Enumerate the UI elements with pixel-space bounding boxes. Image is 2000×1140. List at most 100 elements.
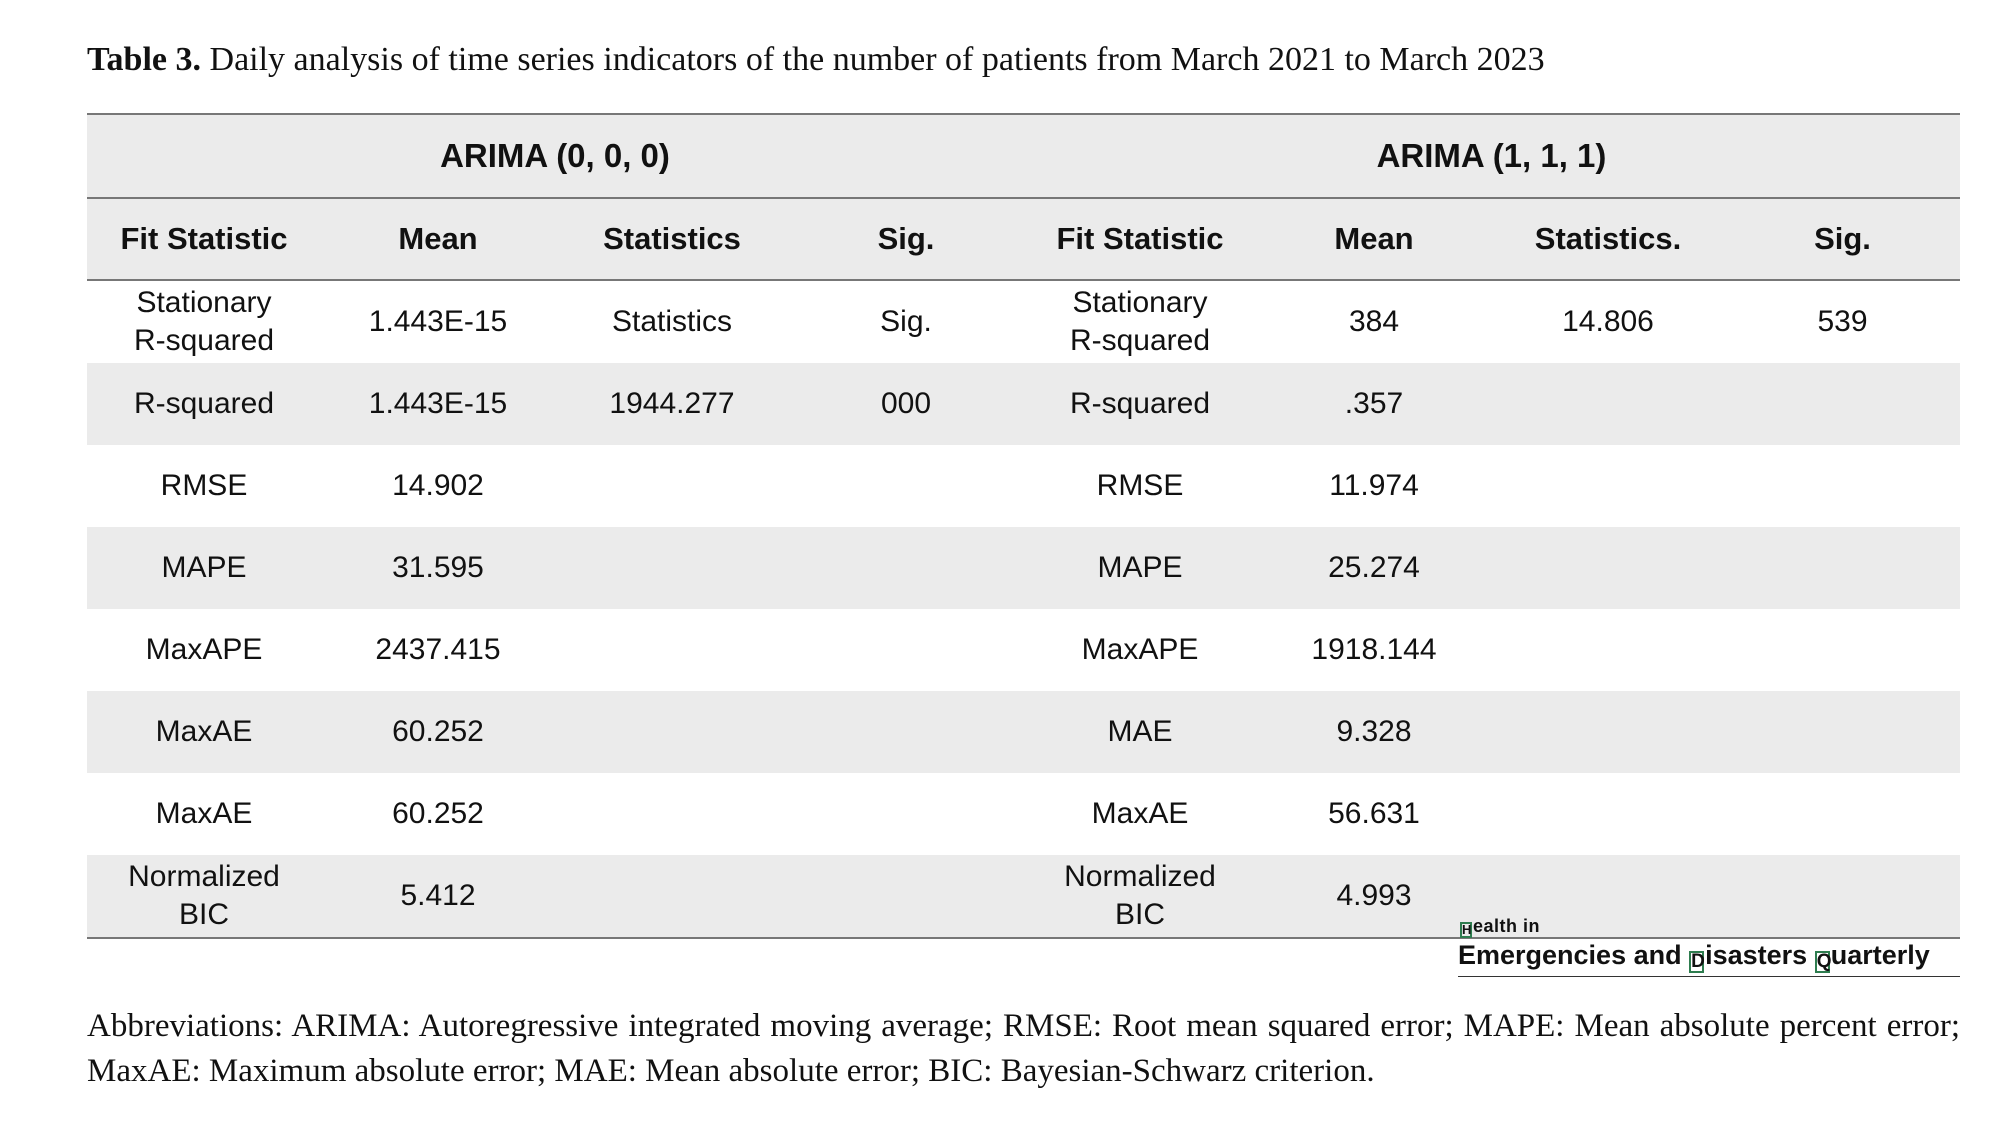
- table-cell: 60.252: [392, 797, 484, 830]
- table-cell: [789, 691, 1023, 773]
- table-cell: 539: [1817, 305, 1868, 338]
- caption-label: Table 3.: [87, 41, 202, 78]
- table-cell: MaxAE: [155, 797, 253, 830]
- table-cell: 11.974: [1329, 469, 1419, 502]
- column-header: Mean: [1257, 198, 1491, 281]
- logo-word: Emergencies and: [1458, 940, 1690, 970]
- table-cell: [1725, 855, 1960, 939]
- table-cell: Stationary R-squared: [1069, 286, 1211, 357]
- column-header: Sig.: [789, 198, 1023, 281]
- table-cell: [1491, 609, 1725, 691]
- table-cell: [1725, 773, 1960, 855]
- table-cell: RMSE: [160, 469, 248, 502]
- table-cell: [1725, 363, 1960, 445]
- table-cell: [1491, 527, 1725, 609]
- table-cell: 1.443E-15: [368, 305, 508, 338]
- table-cell: MaxAPE: [1081, 633, 1199, 666]
- column-header: Fit Statistic: [1023, 198, 1257, 281]
- column-header: Sig.: [1725, 198, 1960, 281]
- table-cell: 2437.415: [375, 633, 501, 666]
- column-header: Fit Statistic: [87, 198, 321, 281]
- table-cell: MaxAPE: [145, 633, 263, 666]
- table-cell: [1725, 445, 1960, 527]
- model-group-header: ARIMA (1, 1, 1): [1023, 113, 1960, 199]
- table-cell: 14.902: [392, 469, 484, 502]
- table-cell: Stationary R-squared: [133, 286, 275, 357]
- logo-word: isasters: [1705, 940, 1815, 970]
- table-cell: [1491, 691, 1725, 773]
- table-cell: [1491, 773, 1725, 855]
- table-cell: MaxAE: [1091, 797, 1189, 830]
- table-cell: 60.252: [321, 691, 555, 773]
- table-cell: .357: [1257, 363, 1491, 445]
- table-cell: [555, 855, 789, 939]
- table-cell: Normalized BIC: [87, 855, 321, 939]
- table-cell: [555, 609, 789, 691]
- table-cell: 14.806: [1562, 305, 1654, 338]
- table-cell: [789, 773, 1023, 855]
- table-row: R-squared 1.443E-15 1944.277 000 R-squared .3…: [87, 363, 1960, 445]
- table-cell: [555, 445, 789, 527]
- table-cell: 1.443E-15: [321, 363, 555, 445]
- table-cell: 384: [1348, 305, 1400, 338]
- table-cell: 56.631: [1328, 797, 1420, 830]
- table-body: Stationary R-squared 1.443E-15 Statistics S…: [87, 280, 1960, 939]
- table-cell: [1491, 855, 1725, 939]
- table-cell: [789, 445, 1023, 527]
- model-group-header: ARIMA (0, 0, 0): [87, 113, 1023, 199]
- table-cell: MaxAE: [87, 691, 321, 773]
- table-cell: MAPE: [1023, 527, 1257, 609]
- table-cell: [1491, 445, 1725, 527]
- table-cell: [789, 527, 1023, 609]
- table-row: MaxAPE 2437.415 MaxAPE 1918.144: [87, 609, 1960, 691]
- table-cell: Normalized BIC: [1023, 855, 1257, 939]
- table-row: MaxAE 60.252 MaxAE 56.631: [87, 773, 1960, 855]
- table-cell: [1725, 691, 1960, 773]
- logo-top-text: ealth in: [1473, 916, 1541, 936]
- table-cell: 25.274: [1257, 527, 1491, 609]
- table-cell: R-squared: [87, 363, 321, 445]
- column-header-row: Fit Statistic Mean Statistics Sig. Fit S…: [87, 198, 1960, 281]
- logo-initial-box: Q: [1814, 951, 1832, 973]
- table-cell: 31.595: [321, 527, 555, 609]
- table-cell: 4.993: [1257, 855, 1491, 939]
- logo-initial-box: H: [1460, 922, 1472, 938]
- table-cell: RMSE: [1096, 469, 1184, 502]
- table-cell: 1918.144: [1311, 633, 1437, 666]
- table-cell: R-squared: [1023, 363, 1257, 445]
- table-cell: MAE: [1023, 691, 1257, 773]
- table-cell: [789, 855, 1023, 939]
- table-cell: MAPE: [87, 527, 321, 609]
- table-cell: [789, 609, 1023, 691]
- table-row: Stationary R-squared 1.443E-15 Statistics S…: [87, 280, 1960, 363]
- table-cell: 000: [789, 363, 1023, 445]
- table-cell: 9.328: [1257, 691, 1491, 773]
- column-header: Mean: [321, 198, 555, 281]
- table-row: RMSE 14.902 RMSE 11.974: [87, 445, 1960, 527]
- logo-word: uarterly: [1830, 940, 1930, 970]
- table-cell: [555, 691, 789, 773]
- table-row: MaxAE 60.252 MAE 9.328: [87, 691, 1960, 773]
- table-cell: [1725, 609, 1960, 691]
- table-row: Normalized BIC 5.412 Normalized BIC 4.993: [87, 855, 1960, 939]
- column-header: Statistics.: [1491, 198, 1725, 281]
- table-cell: Sig.: [880, 305, 932, 338]
- table-caption: Table 3. Daily analysis of time series i…: [87, 36, 1947, 84]
- table-cell: 5.412: [321, 855, 555, 939]
- caption-text: Daily analysis of time series indicators…: [201, 41, 1545, 78]
- table-cell: [1725, 527, 1960, 609]
- column-header: Statistics: [555, 198, 789, 281]
- fit-statistics-table: ARIMA (0, 0, 0) ARIMA (1, 1, 1) Fit Stat…: [87, 113, 1960, 939]
- logo-initial-box: D: [1689, 951, 1705, 973]
- table-cell: Statistics: [611, 305, 733, 338]
- table-cell: [555, 773, 789, 855]
- table-cell: [555, 527, 789, 609]
- abbreviations-note: Abbreviations: ARIMA: Autoregressive int…: [87, 1008, 1960, 1089]
- model-group-row: ARIMA (0, 0, 0) ARIMA (1, 1, 1): [87, 113, 1960, 199]
- table-cell: 1944.277: [555, 363, 789, 445]
- table-cell: [1491, 363, 1725, 445]
- table-row: MAPE 31.595 MAPE 25.274: [87, 527, 1960, 609]
